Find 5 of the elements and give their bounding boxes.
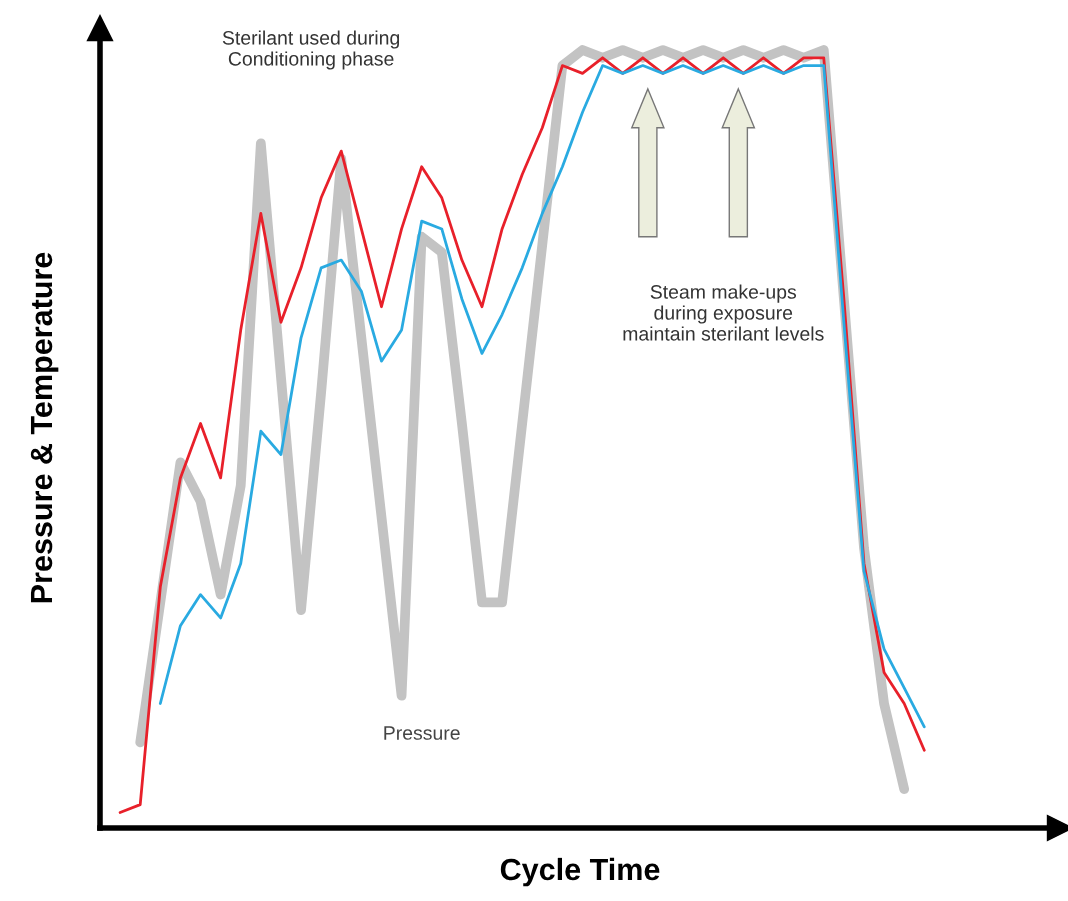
series-label: Pressure — [384, 726, 460, 740]
x-axis-title: Cycle Time — [500, 857, 660, 887]
annotation: Sterilant used during Conditioning phase — [222, 30, 400, 70]
y-axis-title: Pressure & Temperature — [30, 252, 59, 603]
annotation: Steam make-ups during exposure maintain sterilant levels — [623, 284, 824, 341]
